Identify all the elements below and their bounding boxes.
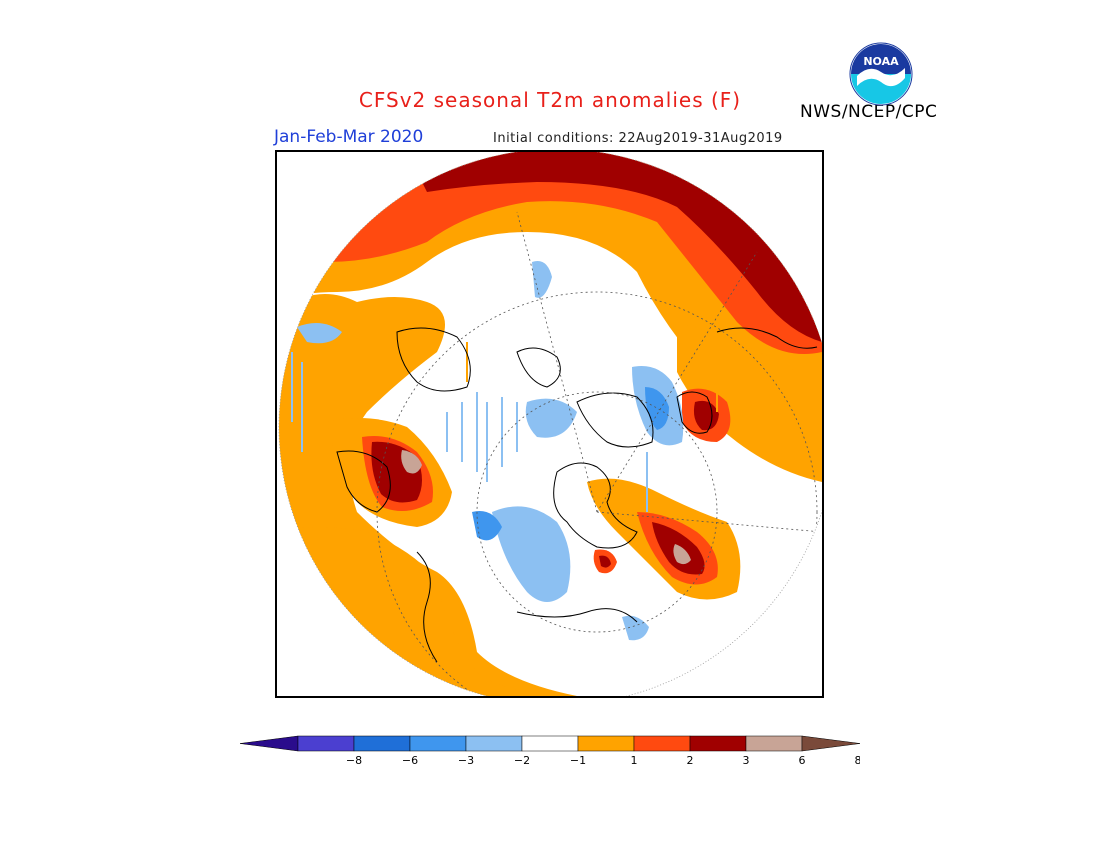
forecast-period: Jan-Feb-Mar 2020 (274, 127, 424, 147)
colorbar-bin (297, 735, 355, 752)
colorbar-bin (689, 735, 747, 752)
colorbar-tick-label: −6 (402, 754, 418, 767)
colorbar-high-arrow (801, 735, 860, 752)
colorbar-bin (409, 735, 467, 752)
colorbar-tick-label: −1 (570, 754, 586, 767)
colorbar-bin (633, 735, 691, 752)
colorbar-bin (521, 735, 579, 752)
noaa-logo: NOAA (849, 42, 913, 106)
colorbar-tick-label: 3 (743, 754, 750, 767)
colorbar-tick-label: −2 (514, 754, 530, 767)
colorbar-tick-label: 1 (631, 754, 638, 767)
agency-label: NWS/NCEP/CPC (800, 102, 938, 122)
colorbar: −8 −6 −3 −2 −1 1 2 3 6 8 (240, 735, 861, 767)
colorbar-tick-label: 8 (855, 754, 861, 767)
polar-map-svg (278, 152, 822, 696)
initial-conditions: Initial conditions: 22Aug2019-31Aug2019 (493, 131, 783, 146)
colorbar-bin (745, 735, 803, 752)
map-title: CFSv2 seasonal T2m anomalies (F) (358, 88, 742, 112)
colorbar-bin (353, 735, 411, 752)
colorbar-bin (465, 735, 523, 752)
anomaly-map (275, 150, 824, 698)
colorbar-bin (577, 735, 635, 752)
colorbar-tick-label: 6 (799, 754, 806, 767)
colorbar-tick-label: −3 (458, 754, 474, 767)
colorbar-low-arrow (240, 735, 299, 752)
svg-text:NOAA: NOAA (863, 55, 899, 68)
colorbar-tick-label: 2 (687, 754, 694, 767)
colorbar-tick-label: −8 (346, 754, 362, 767)
